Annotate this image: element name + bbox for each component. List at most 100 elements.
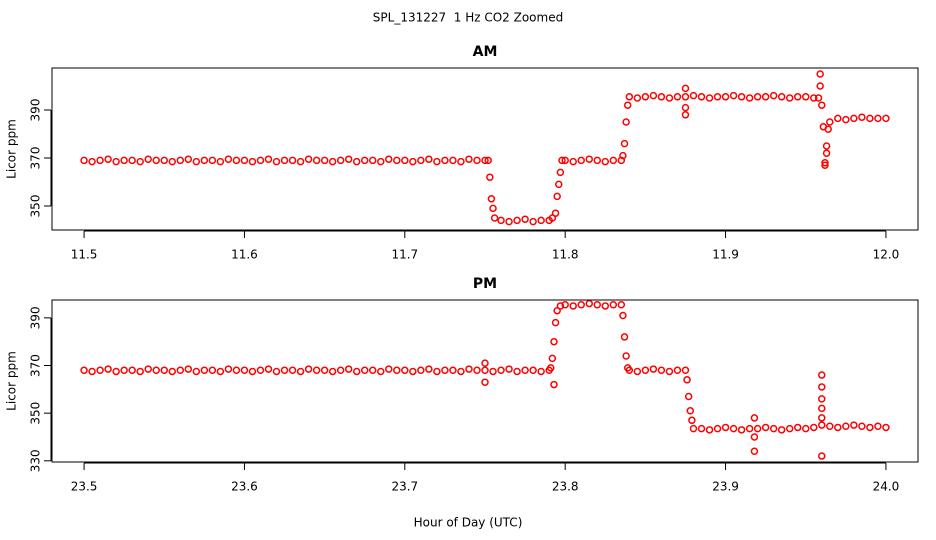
data-point: [657, 366, 666, 375]
data-point: [200, 366, 209, 375]
data-point: [513, 216, 521, 225]
data-point: [490, 214, 499, 222]
data-point: [152, 156, 160, 165]
data-point: [497, 366, 505, 375]
x-tick-label: 11.5: [71, 248, 98, 262]
data-point: [750, 433, 759, 441]
data-point: [619, 311, 627, 320]
data-point: [810, 94, 818, 102]
panel: AM Licor ppm 11.5 11.6 11.7 11.8 11.9 12.0 350 37…: [5, 44, 919, 262]
plot-frame: [51, 67, 919, 231]
data-point: [160, 366, 169, 375]
data-point: [401, 156, 409, 165]
data-point: [620, 333, 629, 341]
data-point: [721, 93, 730, 101]
data-point: [625, 366, 634, 375]
data-point: [842, 422, 850, 431]
data-point: [232, 156, 241, 165]
data-point: [737, 426, 746, 434]
y-tick-label: 350: [29, 402, 43, 425]
data-point: [649, 91, 658, 100]
data-point: [88, 367, 96, 376]
data-point: [619, 151, 627, 160]
data-point: [385, 155, 393, 163]
data-point: [529, 217, 537, 226]
data-point: [818, 452, 826, 460]
data-point: [824, 125, 832, 133]
data-point: [785, 424, 794, 433]
data-point: [681, 93, 690, 101]
data-point: [882, 114, 890, 123]
data-point: [184, 155, 193, 163]
data-point: [513, 367, 521, 376]
data-point: [104, 155, 112, 163]
data-point: [344, 155, 353, 163]
data-point: [620, 139, 629, 148]
data-point: [248, 367, 257, 376]
data-point: [697, 424, 706, 433]
data-point: [641, 93, 650, 101]
data-point: [816, 70, 824, 78]
data-point: [425, 155, 433, 163]
panel-title: PM: [473, 276, 497, 292]
data-point: [521, 215, 529, 223]
data-point: [160, 156, 169, 165]
data-point: [556, 168, 565, 177]
data-point: [280, 366, 289, 375]
data-point: [550, 380, 558, 389]
data-point: [769, 91, 778, 100]
data-point: [577, 156, 585, 165]
data-point: [352, 157, 361, 166]
data-point: [272, 157, 281, 166]
data-point: [272, 367, 281, 376]
data-point: [850, 114, 858, 123]
data-point: [497, 216, 505, 225]
data-point: [112, 157, 120, 166]
data-point: [561, 301, 569, 309]
data-point: [601, 302, 610, 310]
data-point: [487, 195, 496, 203]
data-point: [232, 366, 241, 375]
data-point: [368, 366, 377, 375]
data-point: [441, 156, 449, 165]
data-point: [240, 156, 249, 165]
data-point: [433, 157, 441, 166]
data-point: [585, 299, 593, 308]
data-point: [556, 302, 565, 310]
data-point: [777, 426, 786, 434]
data-point: [721, 423, 730, 432]
data-point: [344, 365, 353, 373]
data-point: [264, 155, 273, 163]
data-point: [216, 367, 225, 376]
data-point: [569, 302, 577, 310]
data-point: [713, 424, 722, 433]
data-point: [697, 93, 706, 101]
data-point: [866, 423, 874, 432]
data-point: [128, 156, 136, 165]
data-point: [818, 395, 826, 403]
data-point: [136, 367, 144, 376]
data-point: [593, 156, 602, 165]
data-point: [144, 365, 152, 373]
data-point: [785, 94, 794, 102]
y-axis-label: Licor ppm: [5, 119, 19, 179]
data-point: [548, 354, 557, 363]
data-point: [593, 301, 602, 309]
data-point: [256, 156, 265, 165]
data-point: [417, 366, 425, 375]
data-point: [481, 378, 489, 386]
y-tick-label: 390: [29, 99, 43, 122]
data-point: [368, 156, 377, 165]
data-point: [176, 366, 185, 375]
data-point: [821, 161, 829, 169]
data-point: [224, 365, 233, 373]
data-point: [814, 94, 823, 102]
data-point: [304, 365, 313, 373]
data-point: [152, 366, 160, 375]
data-point: [882, 423, 890, 432]
data-point: [80, 156, 88, 165]
data-point: [112, 367, 120, 376]
data-point: [623, 101, 632, 109]
data-point: [818, 383, 826, 391]
data-point: [834, 114, 842, 123]
